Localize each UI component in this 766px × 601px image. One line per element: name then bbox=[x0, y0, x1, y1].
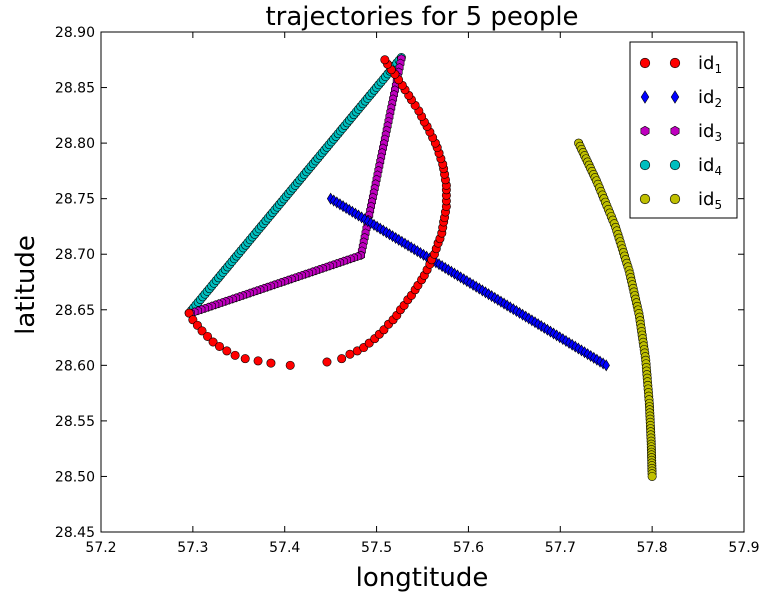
data-point-id1 bbox=[208, 337, 218, 347]
data-point-id1 bbox=[203, 331, 213, 341]
data-point-id1 bbox=[285, 360, 295, 370]
y-tick-label: 28.60 bbox=[55, 358, 95, 374]
legend-marker bbox=[639, 159, 651, 171]
data-point-id1 bbox=[230, 350, 240, 360]
data-point-id1 bbox=[197, 326, 207, 336]
data-point-id5 bbox=[647, 471, 657, 481]
legend-entry-id2: id2 bbox=[640, 87, 722, 110]
y-axis-title: latitude bbox=[11, 235, 41, 335]
legend-marker bbox=[669, 57, 681, 69]
x-axis-title: longtitude bbox=[356, 563, 489, 593]
series-id2 bbox=[326, 192, 610, 372]
y-tick-label: 28.90 bbox=[55, 25, 95, 41]
data-point-id1 bbox=[222, 346, 232, 356]
series-id4 bbox=[184, 53, 406, 318]
series-id5 bbox=[574, 138, 657, 481]
legend-label: id2 bbox=[698, 87, 722, 110]
y-tick-label: 28.65 bbox=[55, 303, 95, 319]
legend-label-subscript: 4 bbox=[714, 164, 722, 178]
legend-label: id5 bbox=[698, 189, 722, 212]
x-tick-label: 57.7 bbox=[545, 540, 576, 556]
legend-entry-id5: id5 bbox=[639, 189, 722, 212]
legend-entry-id3: id3 bbox=[640, 121, 722, 144]
legend-label-subscript: 1 bbox=[714, 62, 722, 76]
x-tick-label: 57.9 bbox=[728, 540, 759, 556]
y-tick-label: 28.80 bbox=[55, 136, 95, 152]
data-point-id1 bbox=[240, 354, 250, 364]
x-tick-label: 57.8 bbox=[637, 540, 668, 556]
legend-marker bbox=[639, 193, 651, 205]
x-tick-label: 57.3 bbox=[177, 540, 208, 556]
y-tick-label: 28.70 bbox=[55, 247, 95, 263]
y-tick-label: 28.50 bbox=[55, 469, 95, 485]
y-tick-label: 28.55 bbox=[55, 414, 95, 430]
series-id1 bbox=[184, 55, 451, 370]
data-point-id1 bbox=[214, 341, 224, 351]
x-tick-label: 57.6 bbox=[453, 540, 484, 556]
data-point-id1 bbox=[337, 354, 347, 364]
legend-marker bbox=[670, 90, 680, 104]
legend-entry-id1: id1 bbox=[639, 53, 722, 76]
legend-label-subscript: 3 bbox=[714, 130, 722, 144]
legend-marker bbox=[640, 125, 650, 137]
data-point-id1 bbox=[253, 356, 263, 366]
legend-label: id4 bbox=[698, 155, 722, 178]
data-point-id1 bbox=[266, 358, 276, 368]
data-point-id1 bbox=[345, 349, 355, 359]
data-point-id1 bbox=[380, 55, 390, 65]
legend-marker bbox=[669, 193, 681, 205]
y-tick-label: 28.85 bbox=[55, 81, 95, 97]
legend-label-name: id bbox=[698, 121, 714, 142]
x-tick-label: 57.4 bbox=[269, 540, 300, 556]
legend-marker bbox=[669, 159, 681, 171]
x-tick-label: 57.2 bbox=[85, 540, 116, 556]
legend-marker bbox=[640, 90, 650, 104]
legend-label-name: id bbox=[698, 53, 714, 74]
legend-label-name: id bbox=[698, 155, 714, 176]
legend-marker bbox=[670, 125, 680, 137]
legend-label-subscript: 5 bbox=[714, 198, 722, 212]
legend-label-name: id bbox=[698, 87, 714, 108]
series-layer bbox=[184, 53, 657, 481]
y-tick-label: 28.45 bbox=[55, 525, 95, 541]
axis-ticks: 57.2 57.3 57.4 57.5 57.6 57.7 57.8 57.9 28.45 28.… bbox=[55, 25, 760, 556]
chart-title: trajectories for 5 people bbox=[265, 2, 578, 32]
data-point-id1 bbox=[322, 357, 332, 367]
legend-entry-id4: id4 bbox=[639, 155, 722, 178]
legend-label-name: id bbox=[698, 189, 714, 210]
legend-label: id1 bbox=[698, 53, 722, 76]
x-tick-label: 57.5 bbox=[361, 540, 392, 556]
data-point-id2 bbox=[602, 359, 610, 372]
y-tick-label: 28.75 bbox=[55, 192, 95, 208]
legend-label: id3 bbox=[698, 121, 722, 144]
legend-label-subscript: 2 bbox=[714, 96, 722, 110]
legend-marker bbox=[639, 57, 651, 69]
